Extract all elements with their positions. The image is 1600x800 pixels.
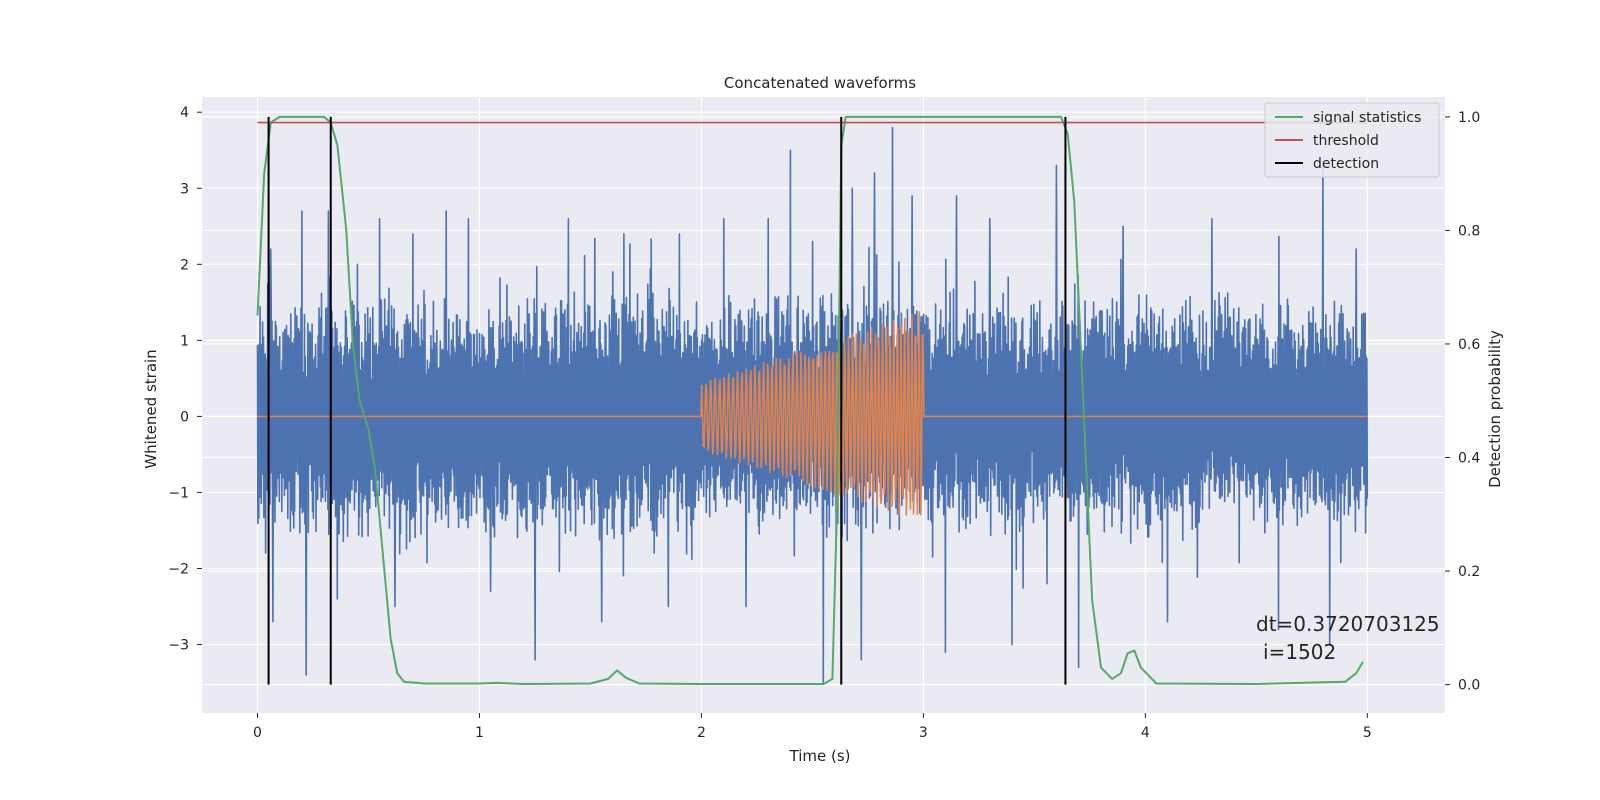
annotation-dt: dt=0.3720703125 <box>1256 612 1440 636</box>
y-tick-label: 4 <box>180 105 189 121</box>
legend-entry: detection <box>1313 156 1379 172</box>
injection-series-line <box>257 311 1368 516</box>
y-tick-label: 1 <box>180 333 189 349</box>
y2-tick-label: 0.4 <box>1458 451 1480 467</box>
y2-tick-label: 0.0 <box>1458 678 1480 694</box>
x-tick-label: 1 <box>475 725 484 741</box>
y-tick-label: −2 <box>168 562 189 578</box>
y-tick-label: −1 <box>168 485 189 501</box>
y2-tick-label: 1.0 <box>1458 110 1480 126</box>
x-tick-label: 5 <box>1363 725 1372 741</box>
signal-statistics-line <box>256 115 1364 685</box>
y2-axis-label: Detection probability <box>1486 330 1504 488</box>
y-axis-label: Whitened strain <box>142 349 160 468</box>
legend-entry: threshold <box>1313 133 1379 149</box>
y2-tick-label: 0.2 <box>1458 564 1480 580</box>
x-tick-label: 2 <box>697 725 706 741</box>
y-tick-label: 2 <box>180 257 189 273</box>
x-tick-label: 3 <box>919 725 928 741</box>
y2-tick-label: 0.8 <box>1458 223 1480 239</box>
y-tick-label: −3 <box>168 638 189 654</box>
legend-box <box>1264 102 1440 178</box>
legend-entry: signal statistics <box>1313 110 1421 126</box>
x-tick-label: 0 <box>253 725 262 741</box>
y-tick-label: 3 <box>180 181 189 197</box>
y-tick-label: 0 <box>180 409 189 425</box>
annotation-i: i=1502 <box>1263 640 1336 664</box>
legend: signal statistics threshold detection <box>1264 102 1440 178</box>
x-tick-label: 4 <box>1141 725 1150 741</box>
x-axis-label: Time (s) <box>789 747 851 765</box>
series-layer <box>256 115 1369 685</box>
tick-layer: 0 1 2 3 4 5 −3 −2 −1 0 1 2 3 4 0.0 0.2 0.4 0.6 0.8 1.0 <box>168 105 1480 741</box>
chart-title: Concatenated waveforms <box>724 74 916 92</box>
y2-tick-label: 0.6 <box>1458 337 1480 353</box>
strain-series-line <box>256 126 1369 684</box>
